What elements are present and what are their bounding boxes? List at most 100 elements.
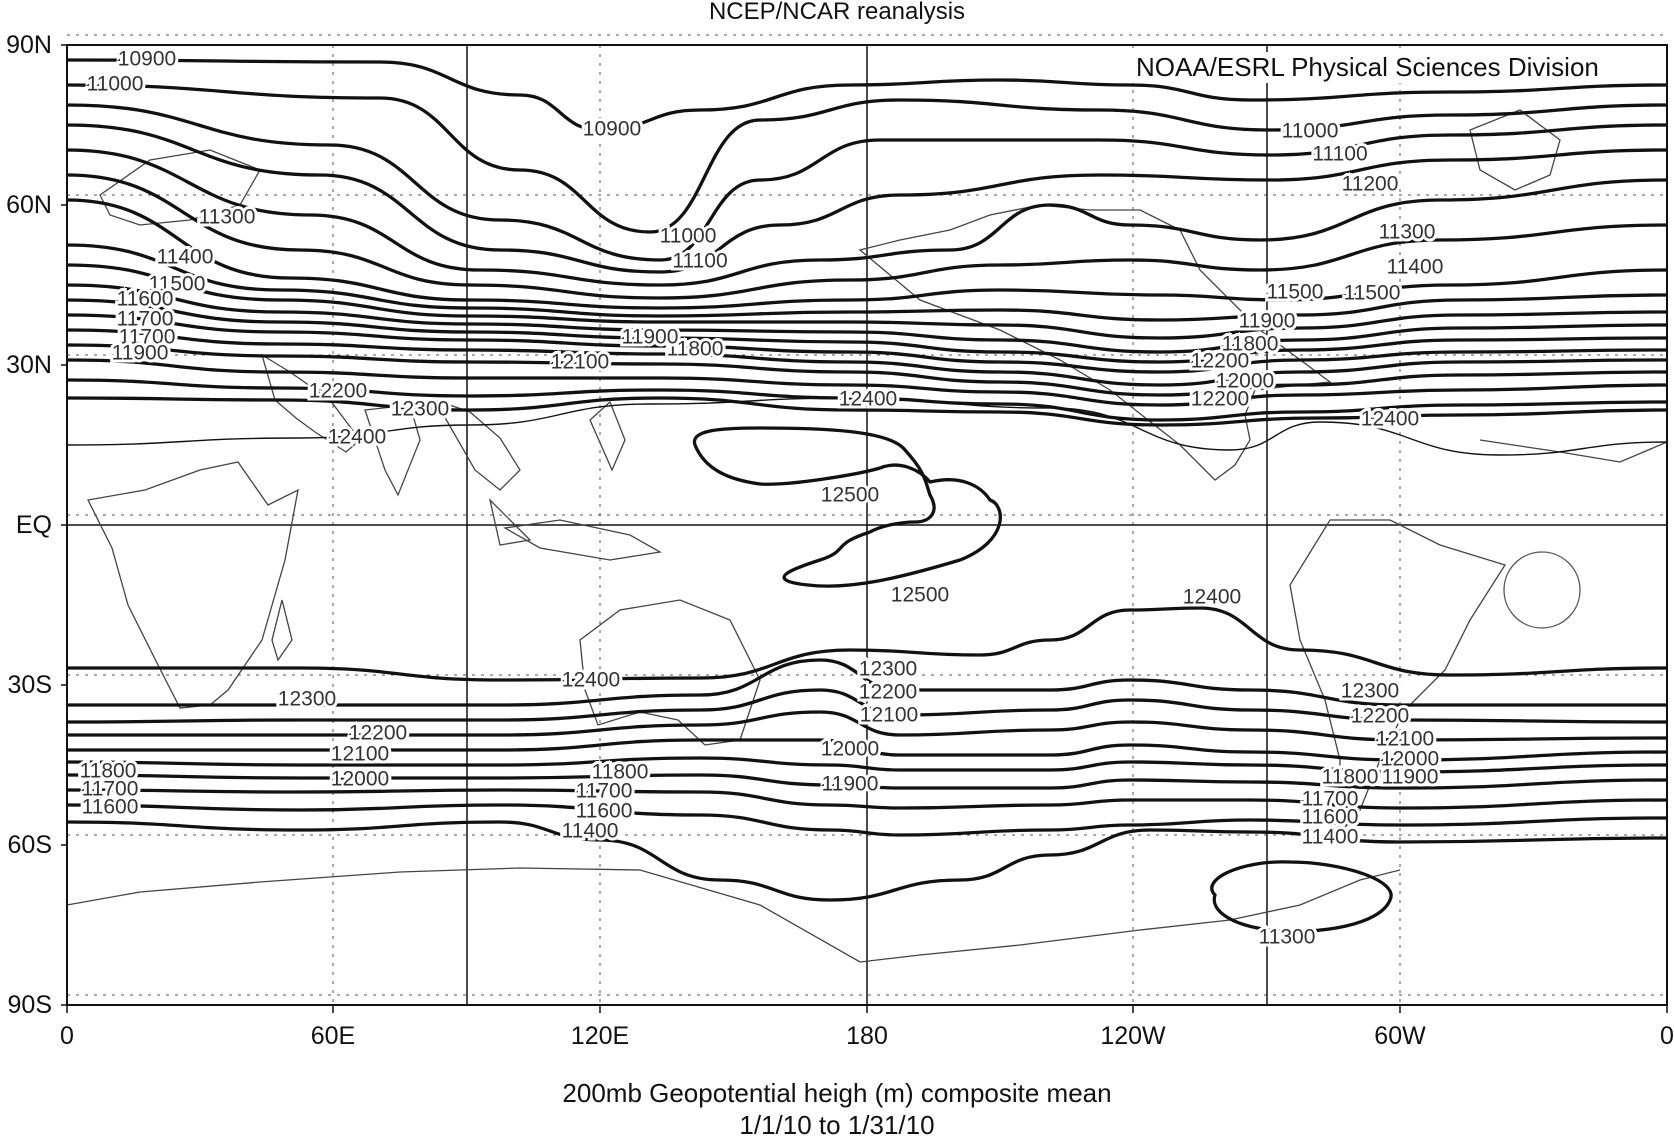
contour-line: [66, 173, 1668, 300]
contour-label: 11600: [1302, 806, 1359, 829]
contour-label: 11400: [157, 246, 214, 269]
x-tick-label: 0: [60, 1022, 74, 1050]
contour-line: [67, 710, 1668, 742]
x-tick-label: 60E: [311, 1022, 355, 1050]
contour-label: 11800: [592, 761, 649, 784]
attribution-label: NOAA/ESRL Physical Sciences Division: [1130, 52, 1605, 83]
contour-label: 12400: [1361, 408, 1419, 431]
contour-label: 11100: [672, 250, 727, 273]
y-tick-label: 30N: [6, 351, 52, 379]
contour-label: 11300: [1259, 926, 1316, 949]
contour-line: [66, 820, 1668, 902]
x-tick-label: 60W: [1374, 1022, 1426, 1050]
x-tick-label: 120W: [1100, 1022, 1166, 1050]
contour-label: 11700: [1302, 788, 1359, 811]
contour-line: [66, 198, 1668, 310]
y-tick-label: 90N: [6, 31, 52, 59]
contour-line: [67, 738, 1668, 762]
contour-label: 11000: [87, 73, 144, 96]
contour-label: 11800: [1322, 766, 1379, 789]
contour-label: 12500: [821, 484, 879, 507]
y-tick-label: 30S: [8, 671, 52, 699]
contour-label: 11400: [1387, 256, 1444, 279]
contour-label: 12100: [1376, 728, 1434, 751]
contour-label: 12400: [562, 669, 620, 692]
contour-label: 11300: [199, 206, 256, 229]
contour-label: 12000: [331, 768, 389, 791]
x-tick-label: 120E: [571, 1022, 629, 1050]
contour-line: [66, 773, 1668, 790]
contour-line: [66, 803, 1668, 837]
y-tick-label: 60N: [6, 191, 52, 219]
contour-line: [66, 756, 1668, 774]
contour-label: 11700: [82, 778, 139, 801]
figure-title: NCEP/NCAR reanalysis: [708, 0, 966, 25]
contour-line: [1210, 860, 1393, 933]
contour-labels: 1090011000109001100011000111001120011300…: [77, 45, 1447, 952]
contour-line: [66, 58, 1668, 132]
contour-line: [66, 788, 1668, 810]
contour-label: 11200: [1342, 173, 1399, 196]
contour-line: [66, 397, 1668, 456]
contour-label: 11900: [1382, 766, 1439, 789]
contour-label: 12200: [349, 722, 407, 745]
y-tick-label: 60S: [8, 831, 52, 859]
contour-line: [692, 426, 1002, 588]
contour-line: [66, 328, 1668, 387]
contour-line: [66, 396, 1668, 427]
contour-label: 12100: [331, 743, 389, 766]
contour-label: 12100: [551, 351, 609, 374]
contour-label: 12200: [1191, 350, 1249, 373]
x-tick-label: 180: [846, 1022, 888, 1050]
contour-line: [66, 358, 1668, 407]
coastline: [579, 599, 761, 746]
contour-label: 11000: [660, 225, 717, 248]
contour-label: 11600: [82, 796, 139, 819]
contour-line: [66, 103, 1668, 262]
contour-label: 12300: [278, 688, 336, 711]
contour-line: [66, 298, 1668, 364]
coastline: [488, 497, 532, 546]
coastline: [1469, 109, 1561, 191]
contour-line: [66, 283, 1668, 354]
contour-label: 12000: [1381, 748, 1439, 771]
contour-label: 11900: [822, 773, 879, 796]
contour-label: 10900: [583, 118, 641, 141]
contour-label: 11900: [622, 326, 679, 349]
y-tick-label: EQ: [16, 511, 52, 539]
contour-line: [67, 658, 1667, 707]
contour-label: 12400: [328, 426, 386, 449]
contour-label: 12100: [860, 704, 918, 727]
contour-label: 12300: [391, 398, 449, 421]
contour-label: 11800: [1222, 333, 1279, 356]
contour-label: 12200: [309, 380, 367, 403]
coastline: [433, 398, 521, 491]
contour-label: 11600: [576, 800, 633, 823]
contour-label: 11500: [1344, 282, 1401, 305]
contour-label: 11800: [667, 338, 724, 361]
contour-label: 11500: [149, 273, 206, 296]
contour-label: 11400: [1302, 826, 1359, 849]
contour-label: 12200: [859, 681, 917, 704]
contour-line: [66, 263, 1668, 340]
y-tick-label: 90S: [8, 991, 52, 1019]
contour-line: [66, 688, 1668, 724]
contour-line: [66, 243, 1668, 322]
contour-label: 11400: [562, 820, 619, 843]
figure-date-range: 1/1/10 to 1/31/10: [739, 1110, 935, 1140]
contour-label: 10900: [118, 48, 176, 71]
contour-label: 11800: [80, 760, 137, 783]
contour-line: [66, 148, 1668, 287]
coastline: [589, 400, 626, 472]
height-contours: [66, 58, 1668, 933]
contour-label: 11700: [119, 326, 176, 349]
contour-label: 11900: [1239, 310, 1296, 333]
coastline: [271, 599, 293, 662]
contour-label: 12300: [859, 658, 917, 681]
coastline: [503, 519, 662, 561]
contour-label: 12000: [821, 738, 879, 761]
contour-line: [66, 83, 1668, 234]
contour-label: 11000: [1282, 120, 1339, 143]
coastline: [66, 867, 1401, 963]
contour-label: 11500: [1267, 281, 1324, 304]
